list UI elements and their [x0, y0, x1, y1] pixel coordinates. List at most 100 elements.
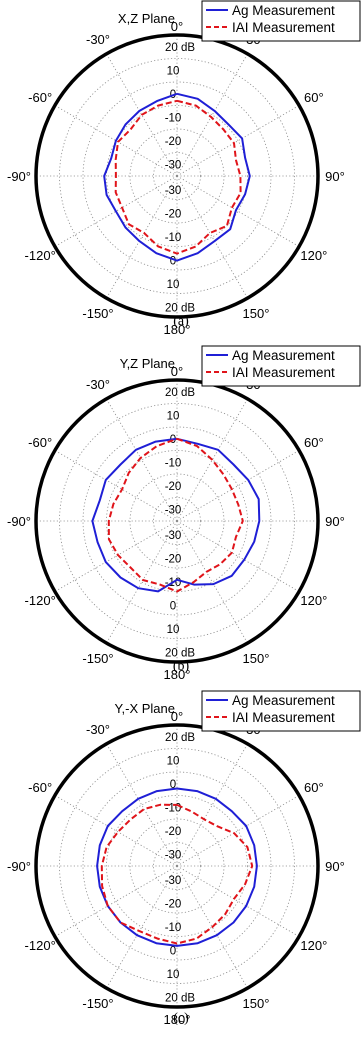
- radial-tick-label: -30: [165, 875, 182, 887]
- angle-tick-label: -60°: [28, 780, 52, 795]
- grid-ring: [153, 152, 201, 200]
- radial-tick-label: 20 dB: [165, 648, 195, 660]
- angle-tick-label: 120°: [300, 938, 327, 953]
- radial-tick-label: 10: [167, 66, 180, 78]
- angle-tick-label: 150°: [243, 996, 270, 1011]
- radial-tick-label: 10: [167, 279, 180, 291]
- radial-tick-label: -30: [165, 185, 182, 197]
- figure-caption: (c): [173, 1011, 189, 1026]
- angle-tick-label: -30°: [86, 32, 110, 47]
- angle-tick-label: 120°: [300, 593, 327, 608]
- angle-tick-label: -30°: [86, 377, 110, 392]
- radial-tick-label: -10: [165, 232, 182, 244]
- angle-tick-label: -150°: [82, 306, 113, 321]
- polar-chart-1: 0°30°60°90°120°150°180°-150°-120°-90°-60…: [7, 0, 361, 337]
- radial-tick-label: -20: [165, 136, 182, 148]
- angle-tick-label: -150°: [82, 996, 113, 1011]
- grid-spoke: [176, 53, 248, 177]
- angle-tick-label: -60°: [28, 435, 52, 450]
- radial-tick-label: 10: [167, 969, 180, 981]
- grid-spoke: [54, 450, 178, 522]
- legend-box: [201, 345, 361, 387]
- grid-ring: [129, 128, 225, 224]
- angle-tick-label: -90°: [7, 514, 31, 529]
- radial-tick-label: 0: [170, 946, 176, 958]
- grid-spoke: [54, 520, 178, 592]
- legend-box: [201, 690, 361, 732]
- radial-tick-label: 20 dB: [165, 732, 195, 744]
- series-line-iai: [107, 437, 244, 593]
- grid-spoke: [176, 175, 300, 247]
- grid-ring: [129, 818, 225, 914]
- grid-spoke: [54, 865, 178, 937]
- radial-tick-label: -30: [165, 160, 182, 172]
- radial-tick-label: -20: [165, 481, 182, 493]
- angle-tick-label: 180°: [164, 1012, 191, 1027]
- legend: Ag Measurement IAI Measurement: [201, 690, 361, 732]
- radial-tick-label: -20: [165, 554, 182, 566]
- angle-tick-label: 0°: [171, 364, 183, 379]
- series-line-iai: [100, 803, 254, 945]
- radial-tick-label: -30: [165, 505, 182, 517]
- radial-tick-label: -30: [165, 530, 182, 542]
- angle-tick-label: 120°: [300, 248, 327, 263]
- series-line-ag: [96, 787, 258, 947]
- grid-ring: [106, 795, 248, 937]
- outer-frame: [34, 723, 320, 1009]
- grid-ring: [59, 403, 295, 639]
- plane-title: X,Z Plane: [118, 11, 175, 26]
- polar-chart-2: 0°30°60°90°120°150°180°-150°-120°-90°-60…: [7, 345, 361, 682]
- radial-tick-label: 20 dB: [165, 42, 195, 54]
- series-line-ag: [91, 437, 261, 593]
- radial-tick-label: -30: [165, 850, 182, 862]
- angle-tick-label: 90°: [325, 514, 345, 529]
- radial-tick-label: 0: [170, 601, 176, 613]
- grid-ring: [82, 771, 272, 961]
- legend-box: [201, 0, 361, 42]
- angle-tick-label: 180°: [164, 667, 191, 682]
- legend-entry: IAI Measurement: [232, 365, 335, 380]
- legend-entry: IAI Measurement: [232, 20, 335, 35]
- grid-spoke: [176, 865, 300, 937]
- angle-tick-label: -60°: [28, 90, 52, 105]
- legend: Ag Measurement IAI Measurement: [201, 345, 361, 387]
- angle-tick-label: 60°: [304, 90, 324, 105]
- angle-tick-label: -30°: [86, 722, 110, 737]
- series-line-ag: [103, 92, 251, 262]
- figure-caption: (b): [173, 659, 190, 674]
- radial-tick-label: 0: [170, 256, 176, 268]
- grid-ring: [59, 58, 295, 294]
- radial-tick-label: 20 dB: [165, 387, 195, 399]
- legend-entry: IAI Measurement: [232, 710, 335, 725]
- radial-tick-label: -20: [165, 209, 182, 221]
- angle-tick-label: 150°: [243, 306, 270, 321]
- radial-tick-label: 20 dB: [165, 303, 195, 315]
- grid-spoke: [176, 175, 248, 299]
- angle-tick-label: 90°: [325, 169, 345, 184]
- grid-ring: [106, 450, 248, 592]
- legend-entry: Ag Measurement: [232, 693, 335, 708]
- angle-tick-label: 150°: [243, 651, 270, 666]
- radial-tick-label: 10: [167, 756, 180, 768]
- angle-tick-label: 60°: [304, 435, 324, 450]
- figure-caption: (a): [173, 314, 189, 329]
- series-line-iai: [114, 99, 242, 255]
- radial-tick-label: -20: [165, 899, 182, 911]
- grid-ring: [82, 426, 272, 616]
- angle-tick-label: -120°: [25, 248, 56, 263]
- angle-tick-label: 0°: [171, 19, 183, 34]
- angle-tick-label: 60°: [304, 780, 324, 795]
- grid-ring: [129, 473, 225, 569]
- plane-title: Y,-X Plane: [115, 701, 175, 716]
- radial-tick-label: -20: [165, 826, 182, 838]
- angle-tick-label: -150°: [82, 651, 113, 666]
- angle-tick-label: -90°: [7, 859, 31, 874]
- grid-ring: [82, 81, 272, 271]
- grid-ring: [106, 105, 248, 247]
- angle-tick-label: -90°: [7, 169, 31, 184]
- grid-spoke: [176, 743, 248, 867]
- angle-tick-label: 90°: [325, 859, 345, 874]
- legend-entry: Ag Measurement: [232, 3, 335, 18]
